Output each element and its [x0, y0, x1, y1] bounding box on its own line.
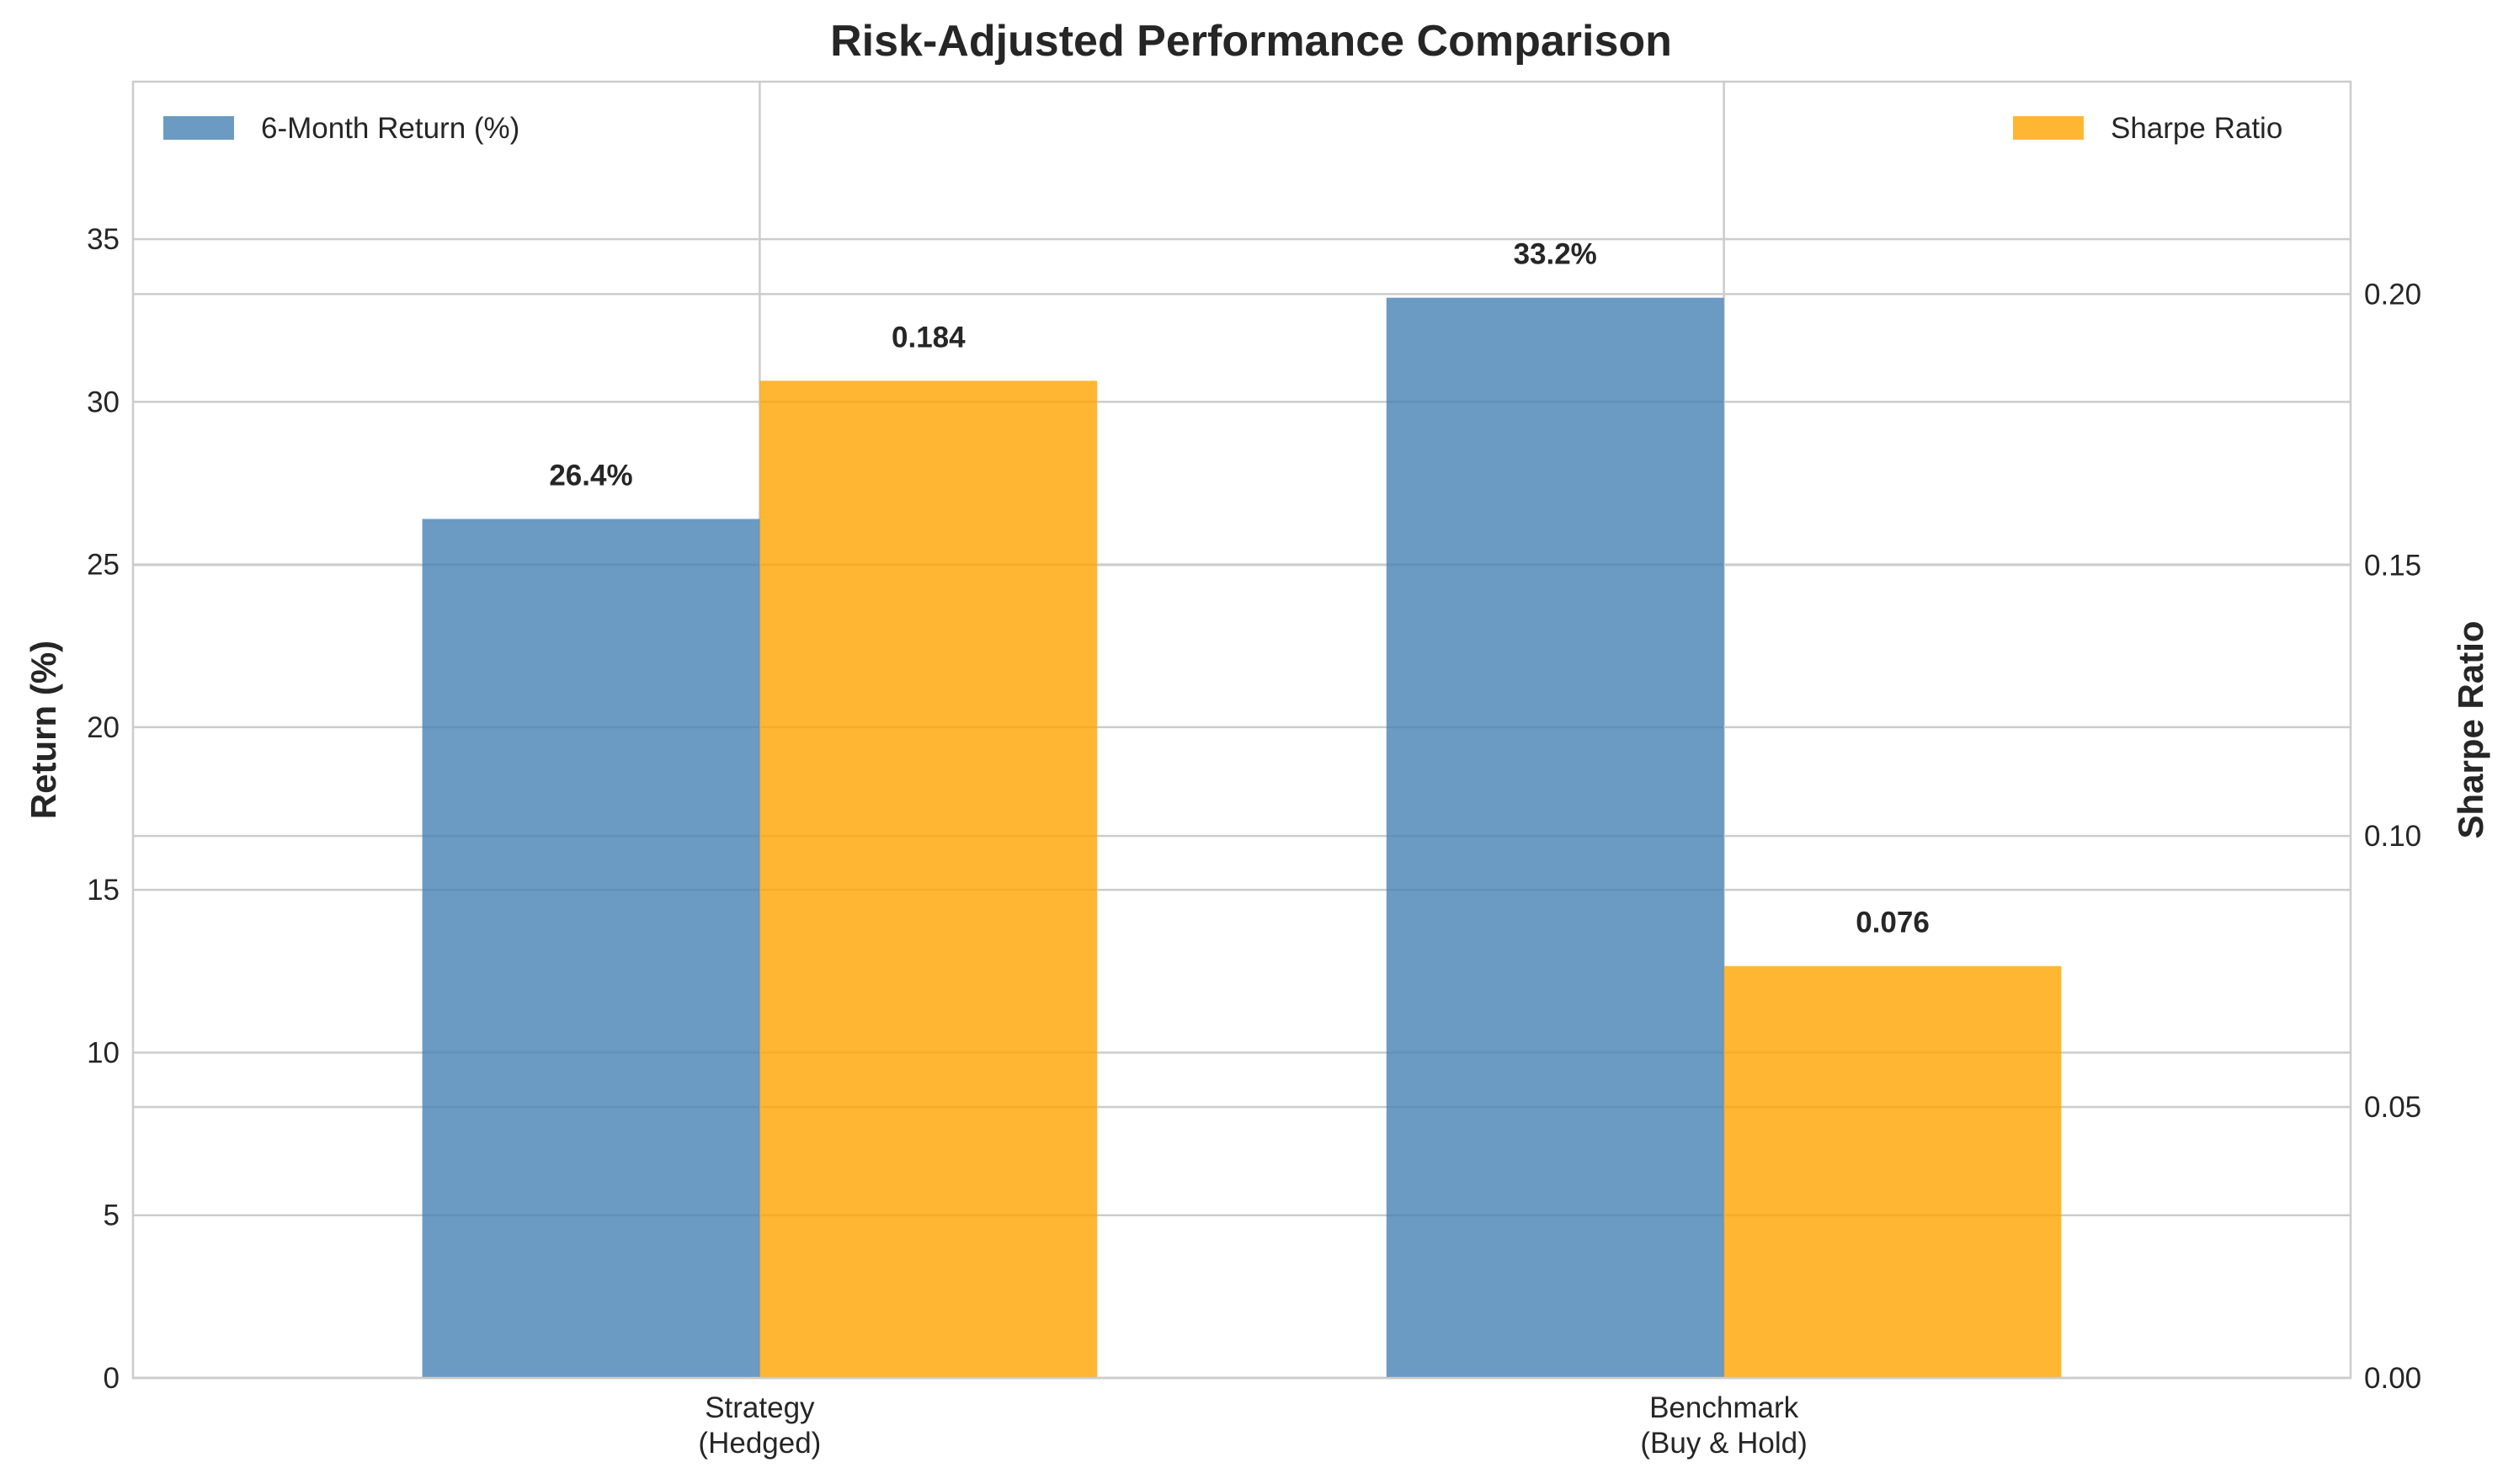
y-tick-label-left: 0: [104, 1362, 120, 1395]
legend-label-return: 6-Month Return (%): [261, 112, 519, 145]
x-tick-label: Benchmark: [1649, 1391, 1799, 1424]
y-axis-label-left: Return (%): [24, 641, 63, 819]
tick-labels: 0 5 10 15 20 25 30 35 0.00 0.05 0.10 0.15 0.20 Strate…: [87, 223, 2421, 1460]
data-labels: 26.4% 33.2% 0.184 0.076: [549, 238, 1929, 939]
x-tick-label: (Buy & Hold): [1640, 1427, 1807, 1460]
bar-sharpe-1: [1723, 965, 2062, 1378]
x-tick-label: (Hedged): [698, 1427, 821, 1460]
y-tick-label-left: 35: [87, 223, 120, 256]
data-label-return-1: 33.2%: [1514, 238, 1597, 271]
y-tick-label-right: 0.20: [2364, 278, 2421, 311]
bar-sharpe-0: [759, 380, 1098, 1378]
y-tick-label-left: 30: [87, 386, 120, 418]
y-tick-label-left: 10: [87, 1036, 120, 1069]
chart-title: Risk-Adjusted Performance Comparison: [830, 17, 1672, 66]
legends: 6-Month Return (%) Sharpe Ratio: [163, 112, 2282, 145]
legend-swatch-return: [163, 116, 234, 140]
legend-label-sharpe: Sharpe Ratio: [2111, 112, 2282, 145]
bars: [422, 297, 2062, 1379]
bar-return-0: [422, 519, 760, 1378]
data-label-sharpe-0: 0.184: [892, 321, 966, 354]
y-tick-label-left: 15: [87, 874, 120, 907]
data-label-sharpe-1: 0.076: [1856, 907, 1930, 939]
bar-return-1: [1386, 297, 1724, 1379]
y-tick-label-left: 5: [104, 1199, 120, 1232]
data-label-return-0: 26.4%: [549, 460, 632, 492]
plot-frame: [131, 80, 2352, 1380]
y-tick-label-left: 25: [87, 549, 120, 582]
y-axis-label-right: Sharpe Ratio: [2451, 620, 2490, 838]
y-tick-label-left: 20: [87, 711, 120, 744]
legend-swatch-sharpe: [2013, 116, 2084, 140]
y-tick-label-right: 0.10: [2364, 820, 2421, 853]
x-tick-label: Strategy: [705, 1391, 815, 1424]
y-tick-label-right: 0.15: [2364, 549, 2421, 582]
y-tick-label-right: 0.05: [2364, 1091, 2421, 1124]
y-tick-label-right: 0.00: [2364, 1362, 2421, 1395]
